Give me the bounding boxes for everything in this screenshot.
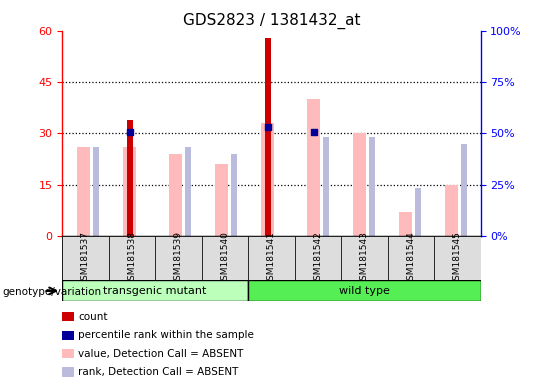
Point — [125, 129, 134, 135]
Bar — [169, 154, 182, 236]
Bar — [93, 147, 99, 236]
Bar — [434, 236, 481, 280]
Bar — [127, 120, 133, 236]
Text: genotype/variation: genotype/variation — [3, 287, 102, 297]
Bar — [62, 236, 109, 280]
Point — [309, 129, 318, 135]
Text: GSM181538: GSM181538 — [127, 231, 136, 286]
Text: GSM181543: GSM181543 — [360, 231, 369, 286]
Bar — [307, 99, 320, 236]
Bar — [265, 38, 271, 236]
Bar — [261, 123, 274, 236]
Text: GSM181539: GSM181539 — [174, 231, 183, 286]
Bar — [215, 164, 228, 236]
Text: percentile rank within the sample: percentile rank within the sample — [78, 330, 254, 340]
Text: wild type: wild type — [339, 286, 390, 296]
Bar — [369, 137, 375, 236]
Text: count: count — [78, 312, 108, 322]
Text: value, Detection Call = ABSENT: value, Detection Call = ABSENT — [78, 349, 244, 359]
Bar — [399, 212, 412, 236]
Bar — [341, 236, 388, 280]
Bar — [322, 137, 329, 236]
Point — [264, 124, 272, 130]
Bar — [201, 236, 248, 280]
Text: GSM181540: GSM181540 — [220, 231, 230, 286]
Text: GSM181545: GSM181545 — [453, 231, 462, 286]
Bar — [62, 280, 248, 301]
Bar — [388, 236, 434, 280]
Bar — [123, 147, 136, 236]
Text: GSM181542: GSM181542 — [313, 231, 322, 286]
Bar — [155, 236, 201, 280]
Bar — [77, 147, 90, 236]
Bar — [295, 236, 341, 280]
Text: GSM181537: GSM181537 — [81, 231, 90, 286]
Text: transgenic mutant: transgenic mutant — [104, 286, 207, 296]
Text: GSM181544: GSM181544 — [407, 231, 415, 286]
Bar — [248, 280, 481, 301]
Bar — [461, 144, 467, 236]
Title: GDS2823 / 1381432_at: GDS2823 / 1381432_at — [183, 13, 360, 29]
Bar — [415, 188, 421, 236]
Text: rank, Detection Call = ABSENT: rank, Detection Call = ABSENT — [78, 367, 239, 377]
Text: GSM181541: GSM181541 — [267, 231, 276, 286]
Bar — [185, 147, 191, 236]
Bar — [231, 154, 237, 236]
Bar — [353, 134, 366, 236]
Bar — [445, 185, 458, 236]
Bar — [248, 236, 295, 280]
Bar — [109, 236, 155, 280]
